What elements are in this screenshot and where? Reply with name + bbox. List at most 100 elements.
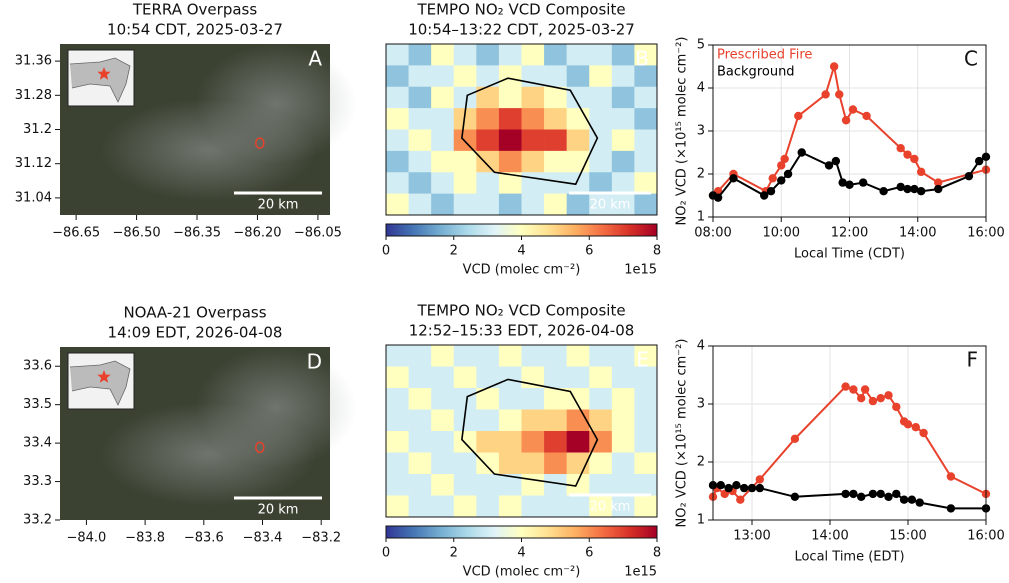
colorbar-tick-label: 8 [653, 546, 661, 561]
panel-title: TEMPO NO₂ VCD Composite [416, 302, 625, 320]
heatmap-cell [386, 172, 409, 194]
heatmap-cell [386, 65, 409, 88]
heatmap-cell [589, 474, 613, 496]
heatmap-cell [408, 65, 432, 88]
heatmap-cell [498, 65, 522, 88]
panel-title: TERRA Overpass [132, 1, 258, 19]
heatmap-cell [634, 129, 658, 152]
heatmap-cell [544, 388, 567, 410]
heatmap-cell [611, 44, 635, 66]
series-point [841, 489, 850, 499]
series-point [884, 391, 893, 400]
heatmap-cell [589, 193, 613, 216]
fire-outline [461, 77, 599, 186]
series-point [732, 481, 741, 490]
colorbar-tick-label: 6 [585, 546, 593, 561]
x-tick-label: −83.2 [301, 531, 341, 546]
series-point [974, 156, 984, 166]
panel-title: 10:54–13:22 CDT, 2025-03-27 [408, 21, 635, 39]
y-tick-label: 33.3 [23, 474, 52, 489]
x-tick-label: 10:00 [763, 226, 800, 241]
y-tick-label: 4 [697, 81, 705, 96]
x-tick-label: −86.35 [173, 226, 221, 241]
heatmap-cell [566, 193, 590, 216]
x-tick-label: 14:00 [811, 529, 848, 544]
series-point [841, 116, 851, 125]
series-point [768, 174, 777, 183]
heatmap-cell [431, 108, 455, 130]
frame [712, 345, 987, 521]
heatmap-cell [521, 345, 545, 367]
colorbar-multiplier: 1e15 [624, 565, 657, 580]
panel-label: B [635, 47, 649, 71]
colorbar-tick-label: 8 [653, 244, 661, 259]
colorbar-multiplier: 1e15 [624, 263, 657, 278]
series-point [755, 483, 764, 493]
heatmap-cell [408, 86, 432, 109]
heatmap-cell [431, 65, 455, 88]
heatmap-cell [453, 65, 477, 88]
heatmap-cell [453, 44, 477, 66]
heatmap-cell [476, 409, 500, 432]
x-axis-label: Local Time (CDT) [794, 247, 905, 262]
series-point [876, 394, 885, 403]
x-axis-label: Local Time (EDT) [794, 550, 904, 565]
series-point [916, 187, 926, 196]
location-star [97, 67, 111, 80]
heatmap-cell [453, 388, 477, 410]
heatmap-cell [431, 129, 455, 152]
heatmap-cell [408, 129, 432, 152]
smoke-haze [195, 44, 357, 164]
series-point [777, 161, 786, 170]
series-point [910, 154, 919, 164]
x-tick-label: −83.4 [243, 531, 283, 546]
heatmap-cell [386, 193, 409, 216]
heatmap-cell [453, 345, 477, 367]
heatmap-cell [408, 108, 432, 130]
heatmap-cell [431, 388, 455, 410]
heatmap-cell [634, 388, 658, 410]
series-point [838, 178, 847, 187]
heatmap-cell [453, 452, 477, 475]
heatmap-cell [544, 86, 567, 109]
heatmap-cell [498, 150, 522, 173]
heatmap-cell [386, 345, 409, 367]
series-point [896, 182, 905, 192]
heatmap-cell [611, 474, 635, 496]
heatmap-cell [589, 345, 613, 367]
heatmap-cell [634, 431, 658, 453]
heatmap-cell [521, 452, 545, 475]
heatmap-cell [634, 474, 658, 496]
heatmap-cell [544, 345, 567, 367]
heatmap-cell [521, 431, 545, 453]
heatmap-cell [498, 172, 522, 194]
heatmap-cell [544, 44, 567, 66]
heatmap-cell [611, 65, 635, 88]
series-point [841, 382, 850, 391]
heatmap-cell [408, 388, 432, 410]
series-point [858, 178, 868, 187]
heatmap-cell [566, 474, 590, 496]
series-point [868, 489, 878, 499]
heatmap-cell [589, 44, 613, 66]
heatmap-cell [453, 409, 477, 432]
heatmap-cell [498, 388, 522, 410]
series-point [862, 111, 871, 121]
x-tick-label: −83.8 [125, 531, 165, 546]
series-point [903, 184, 912, 194]
x-tick-label: −86.20 [233, 226, 281, 241]
heatmap-cell [408, 474, 432, 496]
series-point [759, 191, 769, 200]
frame [712, 44, 987, 218]
y-tick-label: 2 [697, 167, 705, 182]
series-point [755, 475, 764, 484]
heatmap-cell [589, 172, 613, 194]
heatmap-cell [611, 129, 635, 152]
heatmap-cell [634, 366, 658, 389]
heatmap-cell [589, 495, 613, 518]
legend-entry: Background [717, 65, 795, 80]
heatmap-cell [386, 366, 409, 389]
y-tick-label: 31.28 [15, 88, 52, 103]
heatmap-cell [453, 129, 477, 152]
heatmap-cell [476, 366, 500, 389]
